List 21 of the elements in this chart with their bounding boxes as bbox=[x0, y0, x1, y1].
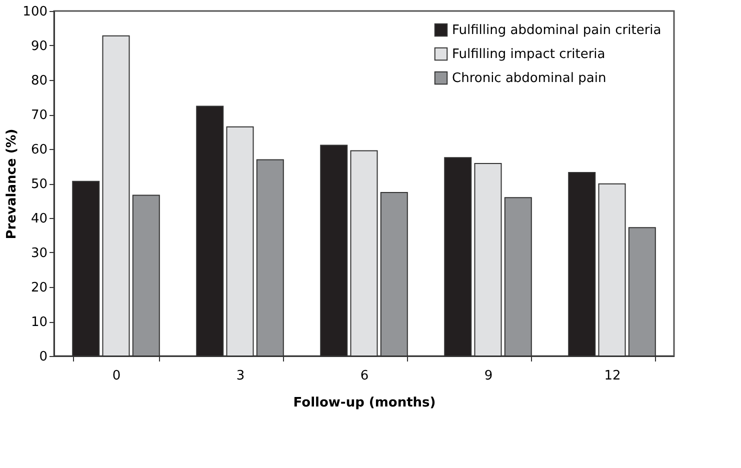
x-tick-label: 9 bbox=[484, 368, 493, 384]
x-tick-label: 3 bbox=[236, 368, 245, 384]
y-tick-label: 100 bbox=[22, 4, 48, 20]
y-tick-label: 70 bbox=[30, 108, 48, 123]
x-axis-title: Follow-up (months) bbox=[293, 396, 436, 410]
legend-label: Fulfilling abdominal pain criteria bbox=[452, 23, 662, 38]
y-tick-label: 80 bbox=[30, 74, 48, 88]
y-tick-label: 90 bbox=[30, 39, 48, 54]
y-tick-label: 10 bbox=[30, 315, 48, 330]
x-tick-label: 6 bbox=[360, 368, 369, 384]
x-tick-label: 0 bbox=[112, 368, 121, 384]
y-axis-title: Prevalance (%) bbox=[4, 128, 20, 240]
y-tick-label: 30 bbox=[30, 246, 48, 261]
y-tick-label: 50 bbox=[30, 177, 48, 192]
x-tick-label: 12 bbox=[604, 368, 621, 384]
legend-label: Chronic abdominal pain bbox=[452, 71, 606, 86]
legend-label: Fulfilling impact criteria bbox=[452, 47, 606, 62]
y-tick-label: 0 bbox=[39, 350, 48, 364]
y-tick-label: 20 bbox=[30, 280, 48, 296]
y-tick-label: 60 bbox=[30, 142, 48, 158]
y-tick-label: 40 bbox=[30, 212, 48, 226]
